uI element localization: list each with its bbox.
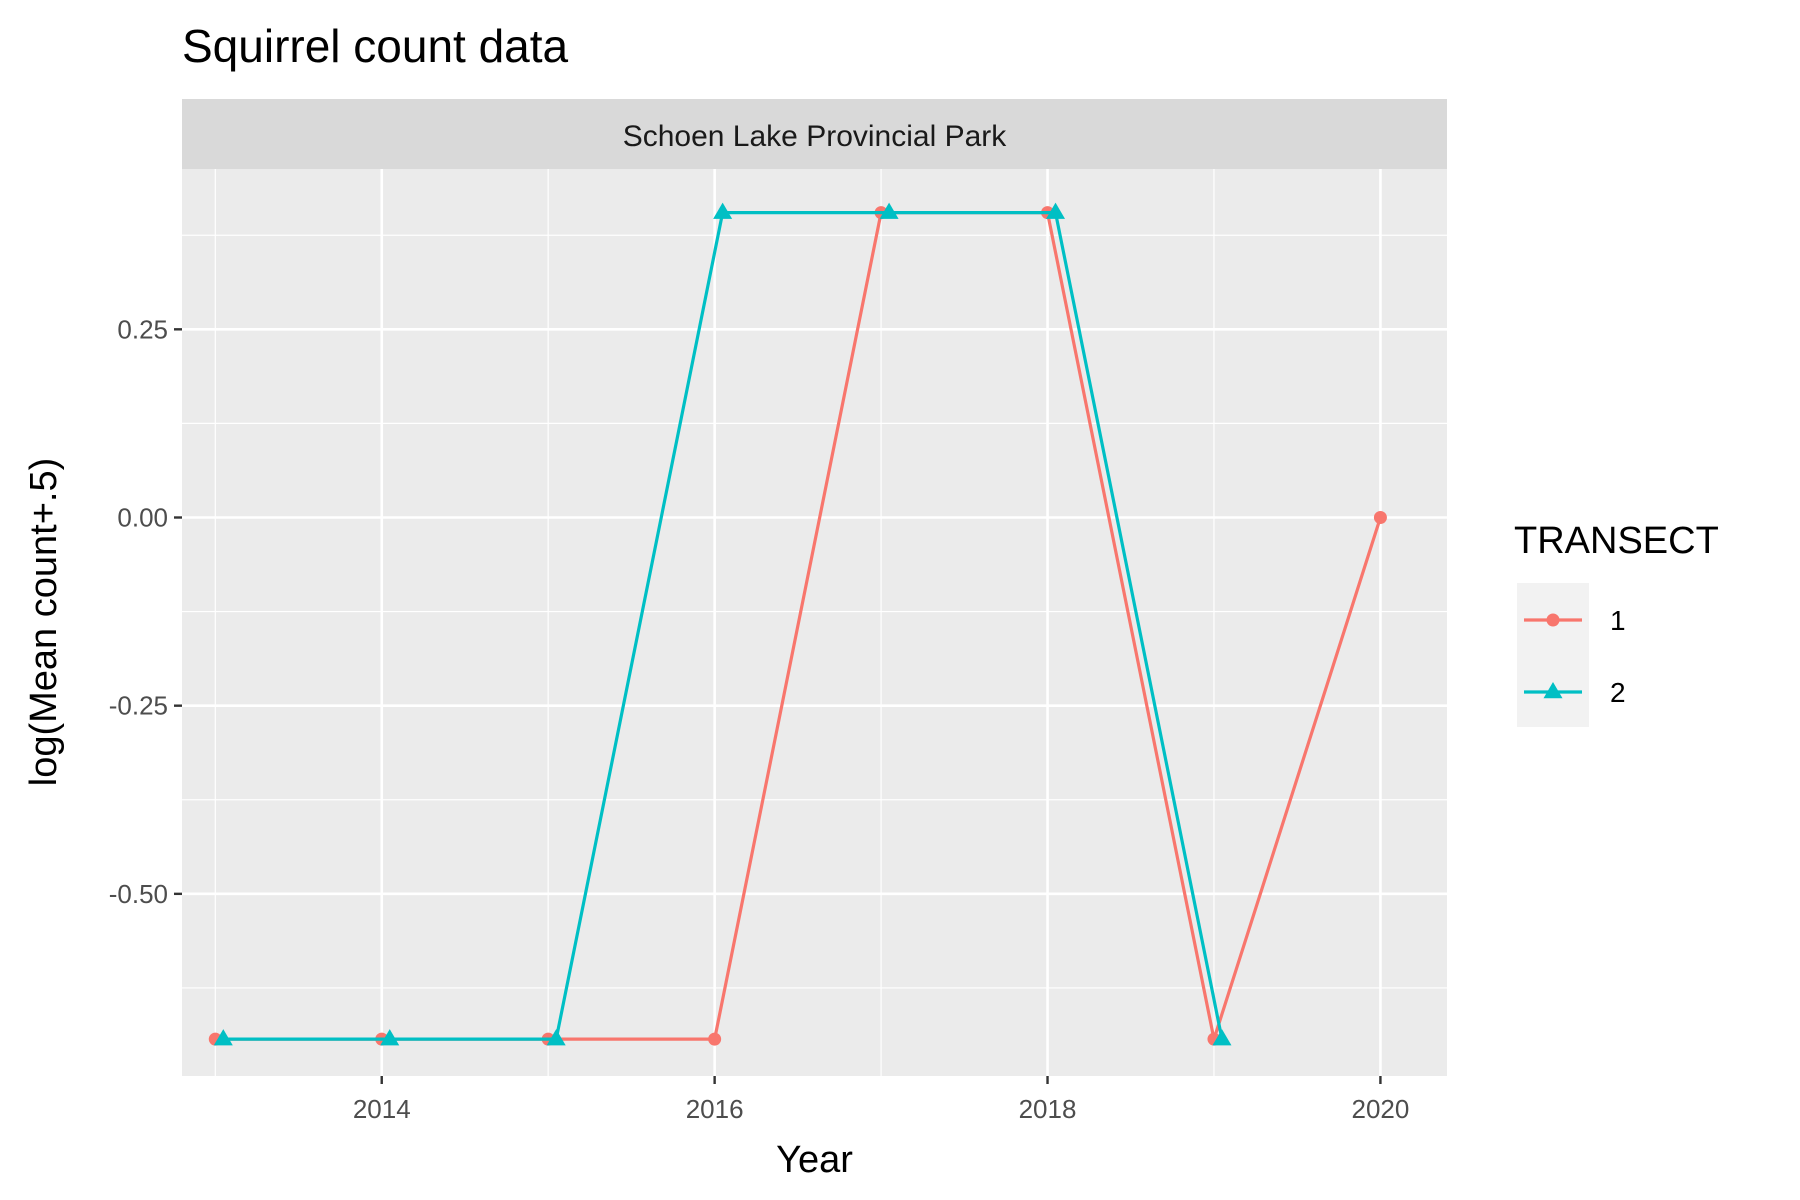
x-tick-label: 2018 xyxy=(1019,1094,1077,1124)
plot-panel xyxy=(182,169,1447,1076)
series-point-2 xyxy=(546,1029,566,1046)
legend-title: TRANSECT xyxy=(1514,520,1719,562)
grid-major xyxy=(182,169,1447,1076)
series-point-2 xyxy=(713,202,733,219)
series-layer xyxy=(208,202,1387,1046)
series-point-2 xyxy=(213,1029,233,1046)
y-axis-title: log(Mean count+.5) xyxy=(23,458,65,786)
y-tick-label: -0.25 xyxy=(109,691,168,721)
series-point-2 xyxy=(1046,202,1066,219)
y-tick-label: 0.25 xyxy=(117,314,168,344)
legend-key-marker-1 xyxy=(1546,613,1560,627)
facet-label: Schoen Lake Provincial Park xyxy=(623,120,1008,153)
legend-keys-background xyxy=(1517,583,1589,727)
series-point-2 xyxy=(1212,1029,1232,1046)
legend-keys: 12 xyxy=(1524,605,1626,708)
series-point-1 xyxy=(1373,510,1387,524)
y-tick-label: 0.00 xyxy=(117,502,168,532)
grid-minor xyxy=(182,169,1447,1076)
x-tick-label: 2020 xyxy=(1351,1094,1409,1124)
legend-label-1: 1 xyxy=(1610,605,1626,636)
x-tick-label: 2014 xyxy=(353,1094,411,1124)
series-point-2 xyxy=(380,1029,400,1046)
legend-key-marker-2 xyxy=(1543,682,1563,699)
y-tick-label: -0.50 xyxy=(109,879,168,909)
x-axis: 2014 2016 2018 2020 xyxy=(353,1076,1409,1124)
x-tick-label: 2016 xyxy=(686,1094,744,1124)
chart-title: Squirrel count data xyxy=(182,20,569,72)
legend: TRANSECT 12 xyxy=(1514,520,1719,727)
legend-label-2: 2 xyxy=(1610,677,1626,708)
series-point-1 xyxy=(708,1032,722,1046)
facet-strip xyxy=(182,99,1447,169)
y-axis: 0.25 0.00 -0.25 -0.50 xyxy=(109,314,182,909)
series-point-2 xyxy=(879,202,899,219)
x-axis-title: Year xyxy=(776,1139,853,1181)
